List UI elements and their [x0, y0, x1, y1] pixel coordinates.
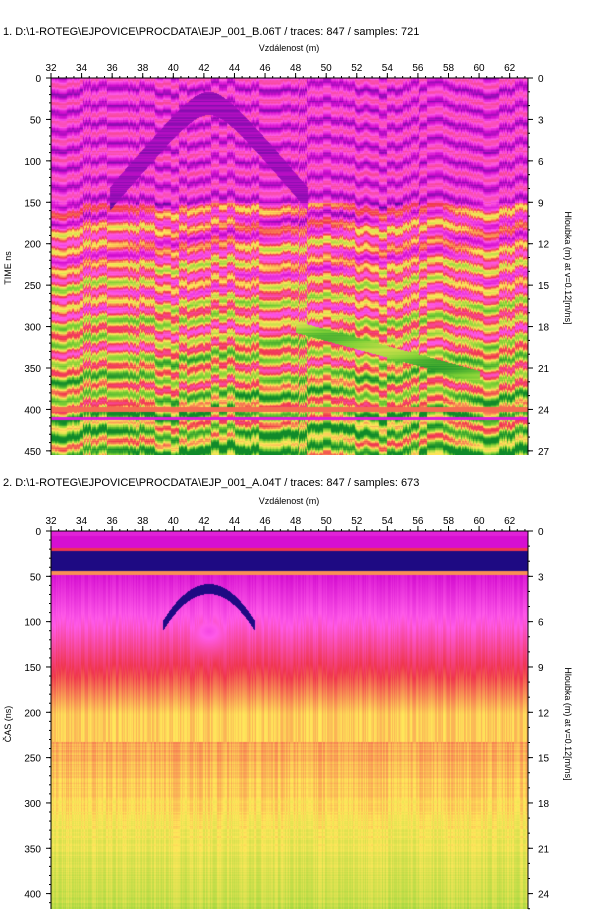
x-tick-label: 54 [382, 516, 394, 527]
x-tick-label: 46 [259, 63, 271, 74]
y2-tick-label: 6 [538, 618, 544, 629]
y2-axis-label: Hloubka (m) at v=0.12[m/ns] [563, 211, 573, 324]
radargram-image [51, 531, 528, 909]
y-tick-label: 200 [24, 708, 41, 719]
x-tick-label: 60 [474, 63, 486, 74]
x-tick-label: 40 [168, 516, 180, 527]
y2-tick-label: 24 [538, 405, 550, 416]
y-tick-label: 400 [24, 405, 41, 416]
x-tick-label: 62 [504, 516, 516, 527]
y2-tick-label: 12 [538, 708, 550, 719]
x-tick-label: 48 [290, 63, 302, 74]
y2-tick-label: 3 [538, 115, 544, 126]
y-tick-label: 450 [24, 447, 41, 458]
x-tick-label: 50 [321, 63, 333, 74]
y2-tick-label: 0 [538, 527, 544, 538]
x-tick-label: 36 [107, 63, 119, 74]
y2-tick-label: 27 [538, 447, 550, 458]
y-tick-label: 150 [24, 198, 41, 209]
x-tick-label: 38 [137, 63, 149, 74]
y-tick-label: 250 [24, 281, 41, 292]
x-tick-label: 60 [474, 516, 486, 527]
y2-tick-label: 3 [538, 572, 544, 583]
y-tick-label: 200 [24, 240, 41, 251]
y-tick-label: 50 [30, 115, 42, 126]
y2-tick-label: 24 [538, 890, 550, 901]
y2-axis-label: Hloubka (m) at v=0.12[m/ns] [563, 667, 573, 780]
x-tick-label: 36 [107, 516, 119, 527]
x-tick-label: 34 [76, 63, 88, 74]
x-tick-label: 48 [290, 516, 302, 527]
radargram-raster [51, 531, 528, 909]
x-tick-label: 54 [382, 63, 394, 74]
x-tick-label: 52 [351, 63, 363, 74]
y-tick-label: 100 [24, 618, 41, 629]
y-tick-label: 100 [24, 157, 41, 168]
chart-title: 2. D:\1-ROTEG\EJPOVICE\PROCDATA\EJP_001_… [3, 477, 419, 489]
y-axis-label: TIME ns [3, 251, 13, 285]
gpr-chart-1: 1. D:\1-ROTEG\EJPOVICE\PROCDATA\EJP_001_… [3, 26, 573, 458]
x-tick-label: 62 [504, 63, 516, 74]
x-tick-label: 38 [137, 516, 149, 527]
x-tick-label: 40 [168, 63, 180, 74]
x-tick-label: 32 [45, 516, 57, 527]
x-axis-label: Vzdálenost (m) [259, 496, 320, 506]
y2-tick-label: 9 [538, 663, 544, 674]
y-tick-label: 0 [35, 527, 41, 538]
x-tick-label: 52 [351, 516, 363, 527]
x-tick-label: 58 [443, 63, 455, 74]
y2-tick-label: 15 [538, 754, 550, 765]
gpr-chart-2: 2. D:\1-ROTEG\EJPOVICE\PROCDATA\EJP_001_… [3, 477, 573, 910]
x-tick-label: 46 [259, 516, 271, 527]
y2-tick-label: 15 [538, 281, 550, 292]
x-tick-label: 32 [45, 63, 57, 74]
y2-tick-label: 6 [538, 157, 544, 168]
x-axis-label: Vzdálenost (m) [259, 43, 320, 53]
y-tick-label: 300 [24, 323, 41, 334]
x-tick-label: 42 [198, 516, 210, 527]
x-tick-label: 34 [76, 516, 88, 527]
radargram-image [51, 78, 528, 455]
x-tick-label: 42 [198, 63, 210, 74]
y-tick-label: 150 [24, 663, 41, 674]
y-tick-label: 350 [24, 364, 41, 375]
y-axis-label: ČAS (ns) [3, 706, 13, 743]
x-tick-label: 50 [321, 516, 333, 527]
y2-tick-label: 21 [538, 364, 550, 375]
y2-tick-label: 18 [538, 799, 550, 810]
y-tick-label: 0 [35, 74, 41, 85]
y-tick-label: 400 [24, 890, 41, 901]
y2-tick-label: 12 [538, 240, 550, 251]
y-tick-label: 250 [24, 754, 41, 765]
y-tick-label: 50 [30, 572, 42, 583]
radargram-raster [51, 78, 528, 455]
y2-tick-label: 0 [538, 74, 544, 85]
y2-tick-label: 21 [538, 844, 550, 855]
x-tick-label: 44 [229, 63, 241, 74]
y-tick-label: 350 [24, 844, 41, 855]
y-tick-label: 300 [24, 799, 41, 810]
y2-tick-label: 9 [538, 198, 544, 209]
x-tick-label: 58 [443, 516, 455, 527]
x-tick-label: 44 [229, 516, 241, 527]
y2-tick-label: 18 [538, 323, 550, 334]
x-tick-label: 56 [412, 516, 424, 527]
chart-title: 1. D:\1-ROTEG\EJPOVICE\PROCDATA\EJP_001_… [3, 26, 419, 38]
x-tick-label: 56 [412, 63, 424, 74]
